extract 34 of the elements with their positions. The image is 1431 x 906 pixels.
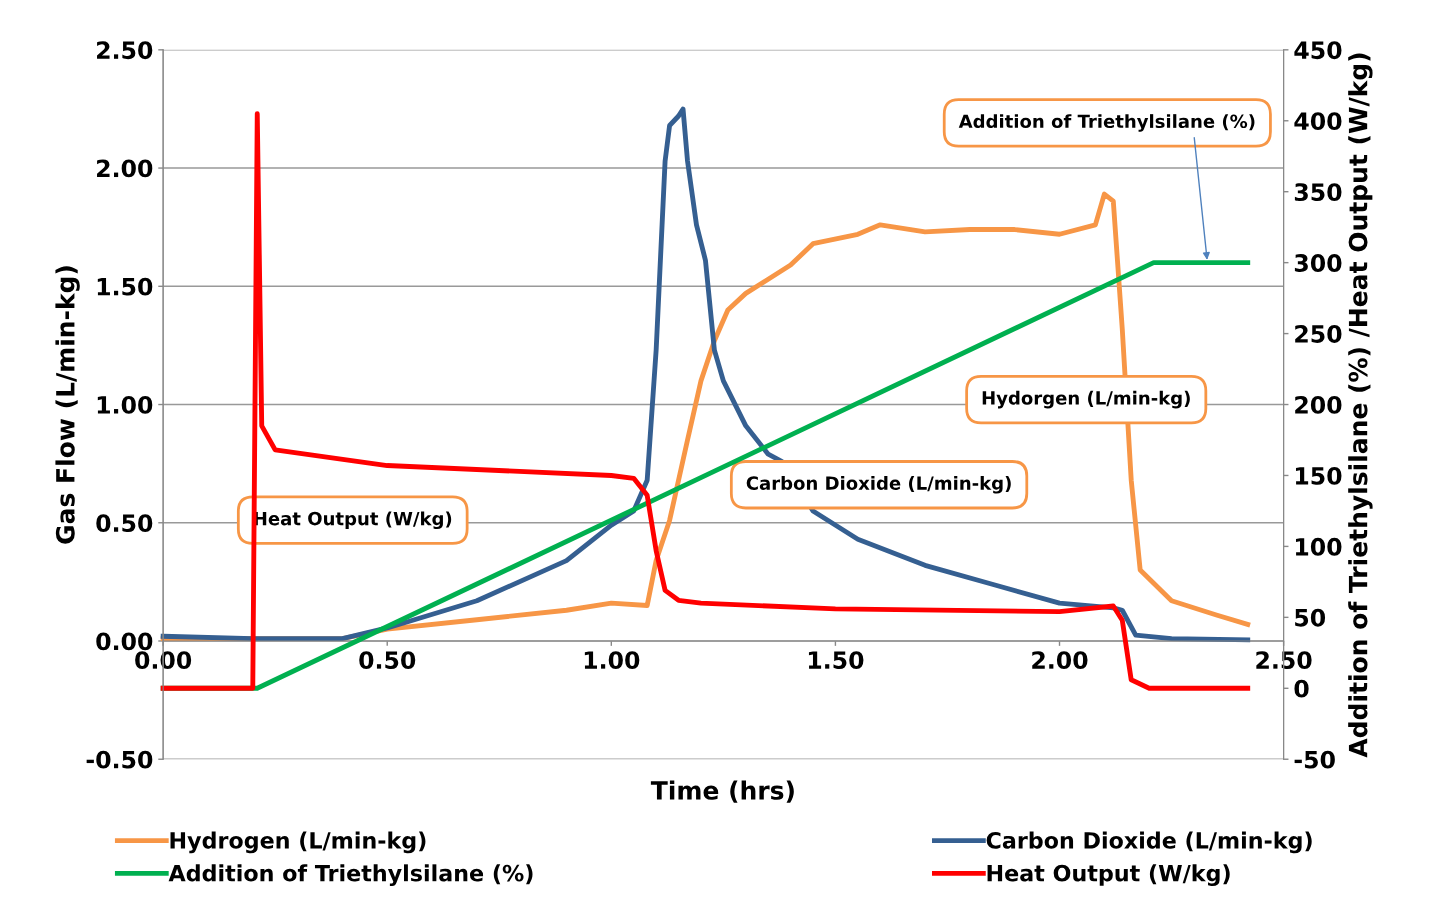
y2-tick-label: -50	[1294, 750, 1335, 769]
y-tick-label: 0.50	[96, 514, 153, 533]
x-tick-label: 0.00	[135, 651, 192, 669]
y2-tick-label: 100	[1295, 537, 1342, 556]
y-tick-label: 0.00	[96, 632, 153, 651]
annotation: Hydorgen (L/min-kg)	[982, 390, 1190, 409]
y2-tick-label: 250	[1295, 325, 1342, 343]
annotation: Carbon Dioxide (L/min-kg)	[746, 475, 1011, 494]
x-tick-label: 2.50	[1256, 651, 1312, 669]
x-tick-label: 1.50	[808, 651, 864, 669]
x-tick-label: 2.00	[1032, 651, 1088, 669]
x-tick-label: 1.00	[584, 651, 640, 669]
legend-label: Heat Output (W/kg)	[987, 864, 1230, 886]
x-tick-label: 0.50	[359, 651, 416, 669]
y2-tick-label: 450	[1294, 41, 1342, 60]
y2-tick-label: 300	[1294, 254, 1342, 272]
y2-tick-label: 400	[1294, 112, 1342, 131]
y2-tick-label: 200	[1295, 395, 1342, 414]
y-tick-label: 2.00	[97, 159, 153, 178]
legend-label: Addition of Triethylsilane (%)	[168, 864, 533, 886]
y2-tick-label: 50	[1295, 608, 1326, 627]
y2-tick-label: 350	[1294, 183, 1342, 202]
y-tick-label: 1.50	[97, 277, 153, 296]
y2-tick-label: 0	[1294, 679, 1309, 698]
y2-tick-label: 150	[1295, 466, 1342, 485]
legend-label: Carbon Dioxide (L/min-kg)	[986, 831, 1312, 854]
y2-axis-title: Addition of Triethylsilane (%) /Heat Output (W/kg)	[1348, 53, 1373, 758]
y-tick-label: -0.50	[86, 750, 153, 769]
x-axis-title: Time (hrs)	[650, 780, 794, 803]
y-axis-title: Gas Flow (L/min-kg)	[55, 266, 80, 544]
annotation: Addition of Triethylsilane (%)	[958, 114, 1255, 132]
legend-label: Hydrogen (L/min-kg)	[170, 831, 426, 854]
y-tick-label: 1.00	[97, 395, 153, 414]
y-tick-label: 2.50	[97, 41, 153, 60]
